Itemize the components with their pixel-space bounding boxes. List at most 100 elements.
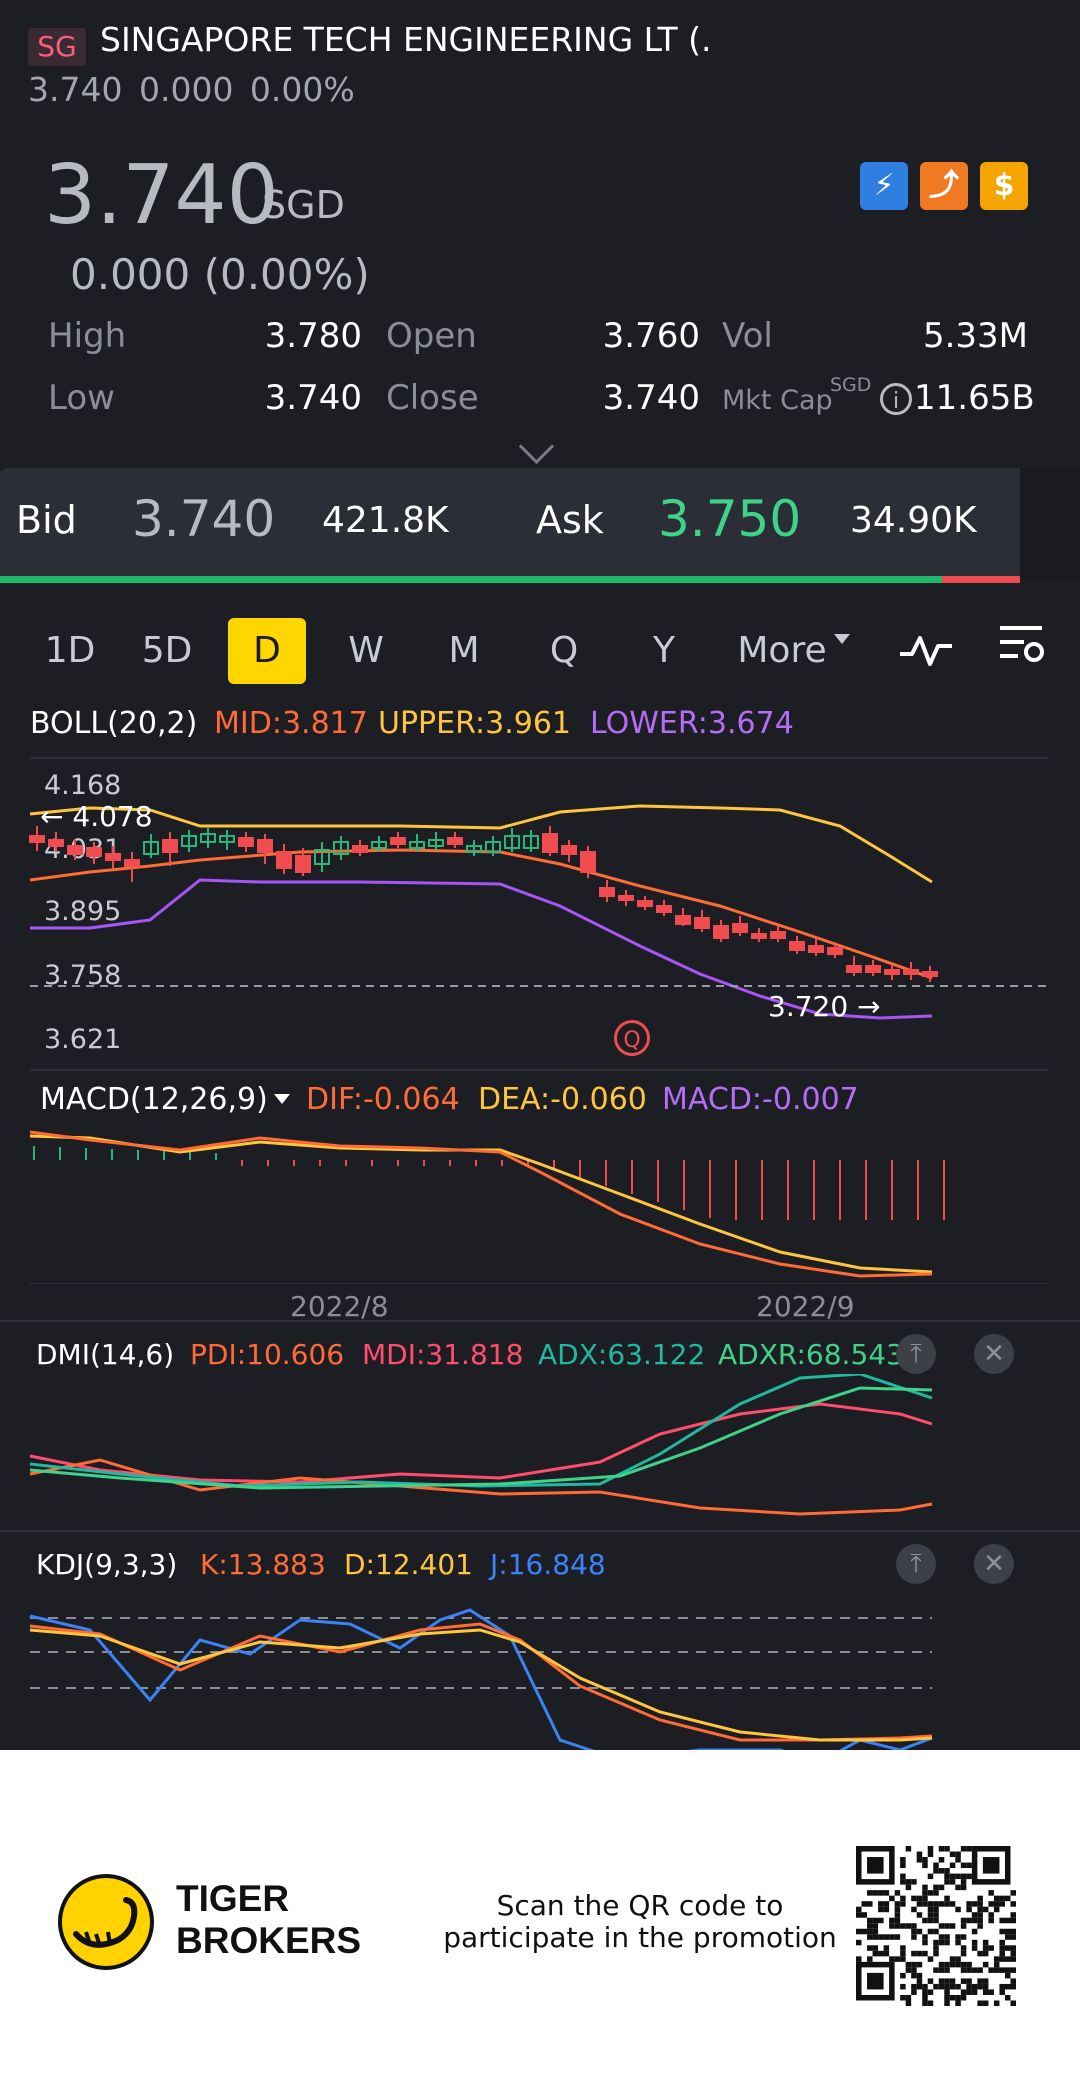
dea-line <box>29 1134 933 1274</box>
qr-module <box>977 1912 983 1918</box>
qr-module <box>938 1961 945 1968</box>
qr-module <box>933 1912 939 1918</box>
qr-module <box>916 1972 923 1979</box>
qr-module <box>1010 1928 1016 1935</box>
tab-q[interactable]: Q <box>549 630 579 671</box>
ask-size: 34.90K <box>850 500 977 541</box>
qr-module <box>927 1917 934 1924</box>
qr-module <box>966 1983 972 1990</box>
boll-mid-line <box>29 848 933 980</box>
pin-top-icon[interactable]: ⤒ <box>896 1544 936 1584</box>
dollar-icon[interactable]: $ <box>980 162 1028 210</box>
qr-module <box>900 1950 906 1957</box>
mdi-line <box>29 1402 933 1484</box>
qr-module <box>916 1961 923 1968</box>
qr-module <box>944 1923 950 1929</box>
boll-mid: MID:3.817 <box>214 706 368 741</box>
candle-body <box>675 915 691 925</box>
qr-module <box>922 1857 928 1863</box>
qr-module <box>867 1956 873 1962</box>
candle-body <box>238 837 254 847</box>
qr-module <box>949 1879 956 1885</box>
qr-module <box>911 1895 917 1902</box>
qr-module <box>861 1912 868 1918</box>
qr-module <box>916 1912 923 1918</box>
qr-module <box>922 1994 928 2001</box>
ask-price: 3.750 <box>658 490 802 548</box>
qr-module <box>944 1868 950 1874</box>
candle-body <box>447 837 463 845</box>
qr-module <box>982 1939 989 1946</box>
candle-body <box>808 945 824 953</box>
indicator-wave-icon[interactable] <box>898 624 954 672</box>
tab-w[interactable]: W <box>348 630 384 671</box>
pin-top-icon[interactable]: ⤒ <box>896 1334 936 1374</box>
tab-1d[interactable]: 1D <box>44 630 96 671</box>
dmi-chart[interactable] <box>0 1374 1080 1524</box>
info-icon[interactable]: i <box>880 383 912 415</box>
chevron-down-icon[interactable] <box>518 428 555 465</box>
macd-dropdown-icon[interactable] <box>274 1094 290 1104</box>
qr-module <box>905 1961 912 1968</box>
qr-module <box>922 1901 928 1907</box>
qr-module <box>933 1862 939 1869</box>
qr-module <box>894 1906 901 1913</box>
qr-module <box>916 1851 923 1858</box>
tab-more[interactable]: More <box>737 630 827 671</box>
qr-module <box>988 1989 994 1995</box>
price-chart-grid <box>30 757 1048 1071</box>
qr-module <box>966 1989 972 1995</box>
qr-module <box>938 1857 945 1863</box>
qr-module <box>944 1895 950 1902</box>
close-icon[interactable]: ✕ <box>974 1334 1014 1374</box>
qr-module <box>949 1873 956 1880</box>
more-caret-icon <box>834 634 850 644</box>
qr-module <box>872 1934 879 1940</box>
candle-body <box>732 923 748 933</box>
macd-chart[interactable] <box>0 1124 1080 1284</box>
chart-arrow-icon[interactable]: ⤴ <box>920 162 968 210</box>
qr-module <box>911 1967 917 1973</box>
chart-settings-icon[interactable] <box>996 618 1048 670</box>
q-marker-icon[interactable]: Q <box>614 1020 650 1056</box>
promo-footer: TIGER BROKERS Scan the QR code to partic… <box>0 1750 1080 2096</box>
qr-code[interactable] <box>856 1846 1016 2006</box>
qr-module <box>927 1846 934 1852</box>
kdj-title[interactable]: KDJ(9,3,3) <box>36 1548 178 1581</box>
qr-module <box>944 1901 950 1907</box>
qr-module <box>900 1972 906 1979</box>
qr-module <box>927 1851 934 1858</box>
qr-module <box>960 1945 967 1951</box>
qr-module <box>900 1983 906 1990</box>
tab-m[interactable]: M <box>448 630 480 671</box>
dmi-title[interactable]: DMI(14,6) <box>36 1338 175 1371</box>
macd-title[interactable]: MACD(12,26,9) <box>40 1082 268 1117</box>
qr-module <box>944 1934 950 1940</box>
qr-module <box>949 1862 956 1869</box>
candlestick-chart[interactable] <box>0 756 1080 1076</box>
close-icon[interactable]: ✕ <box>974 1544 1014 1584</box>
qr-module <box>922 2000 928 2006</box>
lightning-icon[interactable]: ⚡ <box>860 162 908 210</box>
qr-module <box>971 1939 978 1946</box>
boll-title[interactable]: BOLL(20,2) <box>30 706 198 741</box>
sub-quote: 3.740 0.000 0.00% <box>28 70 355 109</box>
qr-module <box>966 1978 972 1984</box>
qr-module <box>894 1901 901 1907</box>
qr-module <box>900 1857 906 1863</box>
qr-module <box>966 1961 972 1968</box>
qr-module <box>867 1901 873 1907</box>
tab-5d[interactable]: 5D <box>141 630 193 671</box>
qr-module <box>933 1939 939 1946</box>
kdj-chart[interactable] <box>0 1590 1080 1750</box>
tab-d[interactable]: D <box>228 618 306 684</box>
tab-y[interactable]: Y <box>653 630 675 671</box>
qr-module <box>867 1917 873 1924</box>
qr-module <box>966 1862 972 1869</box>
qr-module <box>867 1890 873 1896</box>
qr-module <box>933 1890 939 1896</box>
bid-size: 421.8K <box>322 500 449 541</box>
candle-body <box>694 917 710 929</box>
candle-body <box>86 847 102 857</box>
date-label: 2022/8 <box>290 1290 389 1323</box>
